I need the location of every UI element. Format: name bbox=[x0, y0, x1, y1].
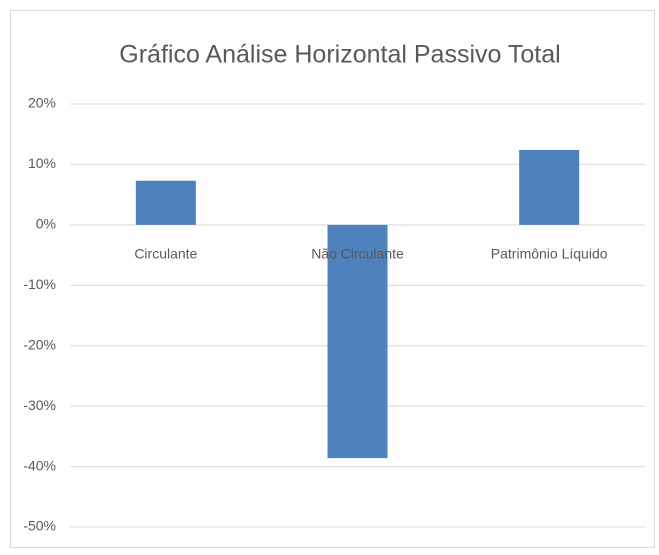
y-tick-label: -20% bbox=[23, 336, 56, 352]
y-tick-label: -40% bbox=[23, 457, 56, 473]
chart-title: Gráfico Análise Horizontal Passivo Total bbox=[119, 41, 560, 69]
bar bbox=[135, 180, 196, 225]
y-tick-label: -30% bbox=[23, 397, 56, 413]
y-tick-label: -50% bbox=[23, 518, 56, 534]
y-tick-label: 20% bbox=[28, 95, 56, 111]
bar bbox=[327, 224, 388, 459]
x-tick-label: Circulante bbox=[134, 246, 197, 262]
y-tick-label: 0% bbox=[36, 216, 56, 232]
y-tick-label: -10% bbox=[23, 276, 56, 292]
bar bbox=[519, 149, 580, 225]
x-tick-label: Não Circulante bbox=[311, 246, 404, 262]
y-tick-label: 10% bbox=[28, 155, 56, 171]
x-tick-label: Patrimônio Líquido bbox=[491, 246, 608, 262]
